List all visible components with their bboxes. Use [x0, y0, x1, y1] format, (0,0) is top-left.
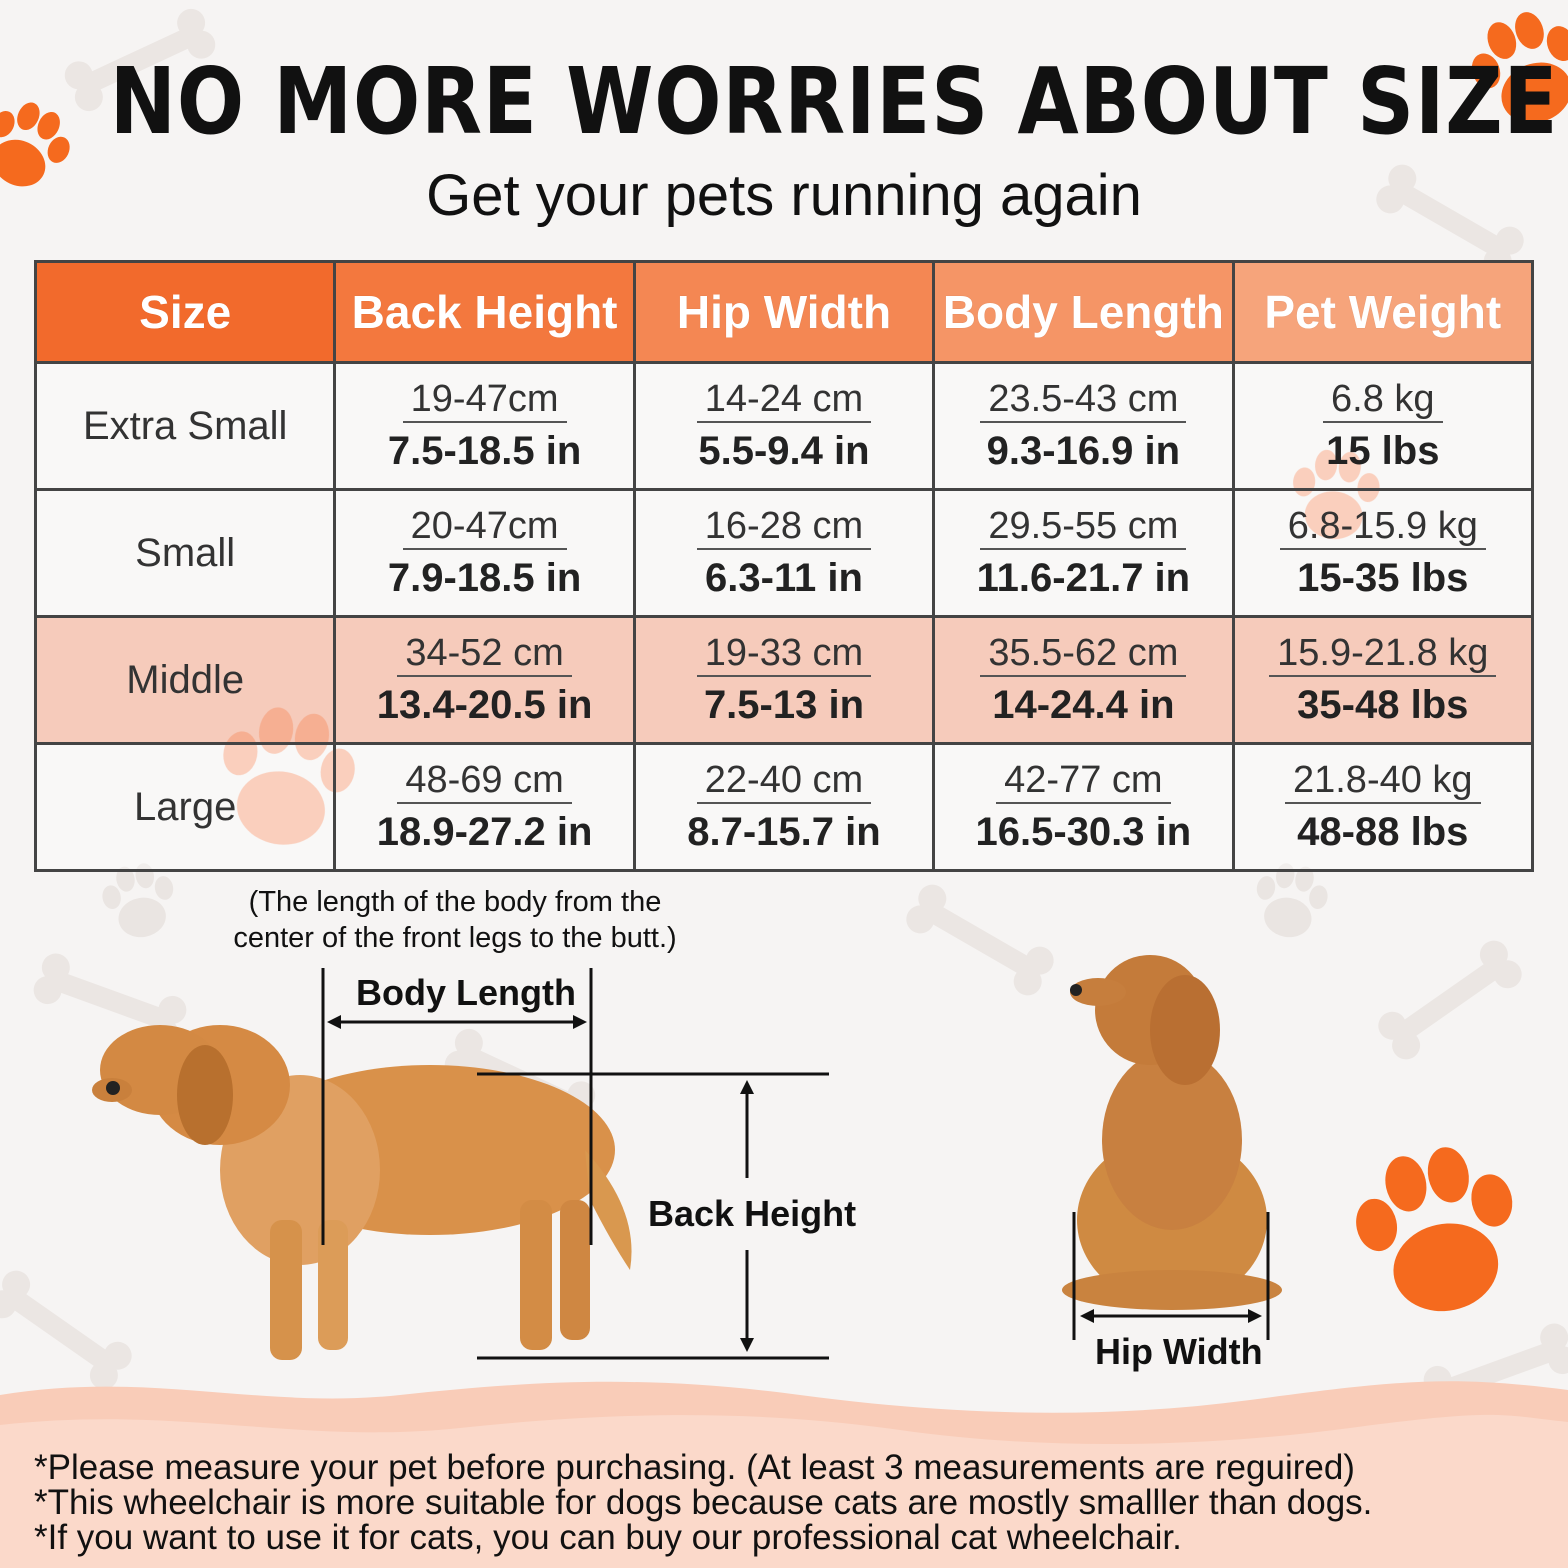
size-name: Middle [126, 657, 245, 702]
metric-value: 48-69 cm [397, 760, 572, 804]
column-header-hip-width: Hip Width [632, 260, 936, 364]
arrow-icon [1080, 1309, 1262, 1323]
metric-value: 21.8-40 kg [1284, 760, 1481, 804]
body-length-note-line: (The length of the body from the [248, 886, 662, 918]
pet-weight-cell: 21.8-40 kg 48-88 lbs [1231, 742, 1535, 872]
metric-value: 15.9-21.8 kg [1269, 633, 1497, 677]
arrow-icon [327, 1015, 754, 1352]
back-height-cell: 19-47cm 7.5-18.5 in [333, 361, 636, 491]
back-height-cell: 20-47cm 7.9-18.5 in [333, 488, 636, 618]
metric-value: 22-40 cm [696, 760, 872, 804]
imperial-value: 15-35 lbs [1297, 555, 1469, 600]
imperial-value: 8.7-15.7 in [687, 809, 881, 854]
imperial-value: 11.6-21.7 in [976, 555, 1191, 600]
metric-value: 23.5-43 cm [980, 379, 1187, 423]
footer-note: *Please measure your pet before purchasi… [34, 1448, 1355, 1487]
metric-value: 20-47cm [402, 506, 567, 550]
hip-width-cell: 16-28 cm 6.3-11 in [632, 488, 936, 618]
imperial-value: 48-88 lbs [1297, 809, 1469, 854]
metric-value: 34-52 cm [397, 633, 572, 677]
back-height-cell: 34-52 cm 13.4-20.5 in [333, 615, 636, 745]
imperial-value: 35-48 lbs [1297, 682, 1469, 727]
pet-weight-cell: 15.9-21.8 kg 35-48 lbs [1231, 615, 1535, 745]
sitting-dog-image [1062, 955, 1282, 1310]
metric-value: 42-77 cm [996, 760, 1171, 804]
size-cell: Small [33, 488, 337, 618]
metric-value: 29.5-55 cm [980, 506, 1187, 550]
imperial-value: 9.3-16.9 in [986, 428, 1181, 473]
hip-width-cell: 14-24 cm 5.5-9.4 in [632, 361, 936, 491]
metric-value: 19-47cm [402, 379, 567, 423]
size-chart-table: Size Back Height Hip Width Body Length P… [33, 260, 1535, 872]
metric-value: 35.5-62 cm [980, 633, 1187, 677]
sitting-dog-diagram [1062, 955, 1282, 1340]
imperial-value: 7.9-18.5 in [387, 555, 582, 600]
page-subtitle: Get your pets running again [426, 163, 1142, 228]
body-length-cell: 23.5-43 cm 9.3-16.9 in [932, 361, 1235, 491]
pet-weight-cell: 6.8 kg 15 lbs [1231, 361, 1535, 491]
page-title: NO MORE WORRIES ABOUT SIZE [109, 48, 1559, 155]
body-length-note-line: center of the front legs to the butt.) [233, 922, 677, 954]
imperial-value: 14-24.4 in [992, 682, 1175, 727]
metric-value: 19-33 cm [696, 633, 872, 677]
size-cell: Extra Small [33, 361, 337, 491]
column-header-pet-weight: Pet Weight [1231, 260, 1535, 364]
measurement-lines [1072, 1212, 1270, 1340]
column-header-back-height: Back Height [333, 260, 636, 364]
measurement-lines [321, 968, 829, 1360]
body-length-label: Body Length [356, 972, 576, 1013]
size-name: Large [134, 784, 237, 829]
metric-value: 6.8 kg [1323, 379, 1443, 423]
body-length-cell: 29.5-55 cm 11.6-21.7 in [932, 488, 1235, 618]
table-row: Middle 34-52 cm 13.4-20.5 in 19-33 cm 7.5-… [33, 615, 1535, 745]
imperial-value: 5.5-9.4 in [698, 428, 870, 473]
body-length-cell: 35.5-62 cm 14-24.4 in [932, 615, 1235, 745]
imperial-value: 18.9-27.2 in [376, 809, 593, 854]
column-header-size: Size [33, 260, 337, 364]
metric-value: 16-28 cm [696, 506, 872, 550]
metric-value: 6.8-15.9 kg [1279, 506, 1486, 550]
column-header-body-length: Body Length [932, 260, 1235, 364]
body-length-note: (The length of the body from the center … [210, 884, 700, 956]
imperial-value: 6.3-11 in [705, 555, 863, 600]
hip-width-cell: 19-33 cm 7.5-13 in [632, 615, 936, 745]
hip-width-label: Hip Width [1095, 1331, 1263, 1372]
size-name: Extra Small [82, 403, 288, 448]
metric-value: 14-24 cm [696, 379, 872, 423]
size-cell: Large [33, 742, 337, 872]
hip-width-cell: 22-40 cm 8.7-15.7 in [632, 742, 936, 872]
footer-note: *If you want to use it for cats, you can… [34, 1518, 1182, 1557]
imperial-value: 7.5-18.5 in [387, 428, 582, 473]
table-row: Large 48-69 cm 18.9-27.2 in 22-40 cm 8.7-1… [33, 742, 1535, 872]
standing-dog-diagram [92, 968, 829, 1360]
pet-weight-cell: 6.8-15.9 kg 15-35 lbs [1231, 488, 1535, 618]
imperial-value: 16.5-30.3 in [975, 809, 1192, 854]
table-row: Extra Small 19-47cm 7.5-18.5 in 14-24 cm 5… [33, 361, 1535, 491]
footer-note: *This wheelchair is more suitable for do… [34, 1483, 1373, 1522]
imperial-value: 13.4-20.5 in [376, 682, 593, 727]
size-cell: Middle [33, 615, 337, 745]
back-height-label: Back Height [648, 1193, 857, 1234]
footer-notes: *Please measure your pet before purchasi… [34, 1450, 1544, 1555]
table-row: Small 20-47cm 7.9-18.5 in 16-28 cm 6.3-11 … [33, 488, 1535, 618]
imperial-value: 15 lbs [1326, 428, 1440, 473]
standing-dog-image [92, 1025, 632, 1360]
back-height-cell: 48-69 cm 18.9-27.2 in [333, 742, 636, 872]
imperial-value: 7.5-13 in [703, 682, 865, 727]
body-length-cell: 42-77 cm 16.5-30.3 in [932, 742, 1235, 872]
table-header-row: Size Back Height Hip Width Body Length P… [33, 260, 1535, 364]
size-name: Small [135, 530, 236, 575]
